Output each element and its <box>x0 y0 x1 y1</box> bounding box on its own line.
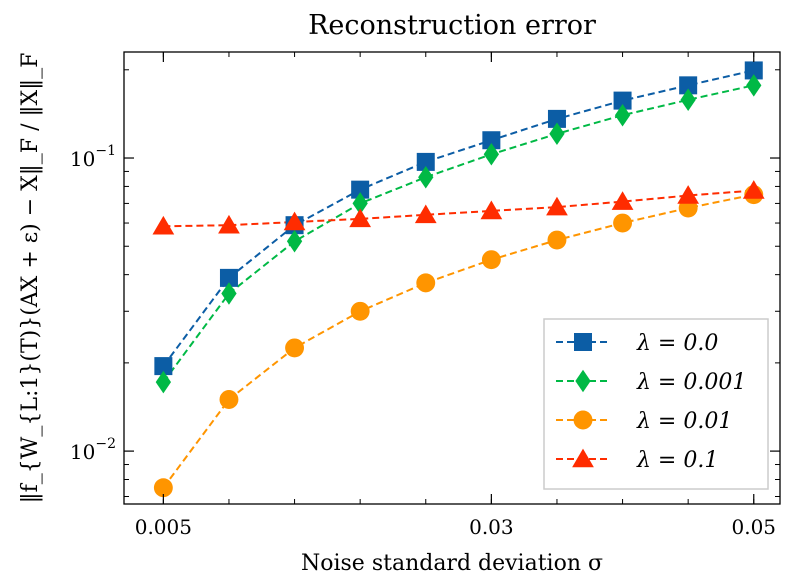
legend-marker <box>575 369 591 393</box>
data-point-0 <box>679 76 698 95</box>
y-tick-label: 10−2 <box>70 436 116 464</box>
data-point-2 <box>547 230 567 250</box>
series-line-0 <box>162 69 755 367</box>
data-point-2 <box>285 338 305 358</box>
data-point-2 <box>153 478 173 498</box>
data-point-2 <box>416 273 436 293</box>
x-tick-label: 0.03 <box>469 515 514 539</box>
data-point-1 <box>614 103 631 127</box>
series-line-1 <box>162 84 755 383</box>
plot-frame <box>123 51 781 505</box>
data-point-0 <box>547 109 566 128</box>
x-tick-label: 0.005 <box>135 515 192 539</box>
data-point-2 <box>613 213 633 233</box>
data-point-3 <box>611 191 634 210</box>
series-line-2 <box>162 193 755 489</box>
y-tick-label: 10−1 <box>70 143 116 171</box>
data-point-1 <box>155 370 172 394</box>
data-point-2 <box>350 301 370 321</box>
chart-title: Reconstruction error <box>308 10 596 41</box>
data-point-3 <box>283 211 306 231</box>
data-point-3 <box>218 214 240 234</box>
data-point-0 <box>154 357 173 376</box>
series-line-3 <box>163 189 754 228</box>
data-point-0 <box>482 131 501 150</box>
data-point-3 <box>677 185 700 204</box>
data-point-1 <box>549 122 565 146</box>
data-point-3 <box>742 180 765 199</box>
data-point-2 <box>481 250 501 270</box>
data-point-1 <box>418 165 434 189</box>
data-point-3 <box>480 200 503 220</box>
legend-marker <box>574 333 592 351</box>
data-point-1 <box>352 192 368 215</box>
data-point-3 <box>349 208 372 228</box>
x-axis-label: Noise standard deviation σ <box>301 551 603 576</box>
data-point-3 <box>152 215 175 235</box>
data-point-0 <box>744 61 763 80</box>
data-point-1 <box>221 282 237 305</box>
data-point-0 <box>416 152 435 171</box>
legend-label: λ = 0.01 <box>636 409 732 434</box>
legend-marker <box>573 410 593 430</box>
data-point-2 <box>219 390 239 409</box>
data-point-1 <box>286 230 303 253</box>
legend-marker <box>572 448 594 468</box>
data-point-3 <box>414 204 437 224</box>
data-point-0 <box>351 180 370 199</box>
data-point-3 <box>546 196 568 216</box>
legend-label: λ = 0.001 <box>636 370 746 395</box>
legend: λ = 0.0 λ = 0.001 λ = 0.01 λ = 0.1 <box>543 318 769 490</box>
data-point-1 <box>680 88 696 112</box>
data-point-0 <box>613 91 632 110</box>
data-point-1 <box>746 74 762 97</box>
x-tick-label: 0.05 <box>731 515 776 539</box>
legend-label: λ = 0.0 <box>636 331 718 356</box>
data-point-1 <box>483 143 500 166</box>
axis-ticks: 0.005 0.03 0.05 10−2 10−1 <box>70 52 780 539</box>
plot-area <box>152 61 765 498</box>
y-axis-label: ‖f_{W_{L:1}(T)}(AX + ε) − X‖_F / ‖X‖_F <box>18 53 43 504</box>
data-point-0 <box>219 268 238 287</box>
legend-label: λ = 0.1 <box>636 448 718 473</box>
